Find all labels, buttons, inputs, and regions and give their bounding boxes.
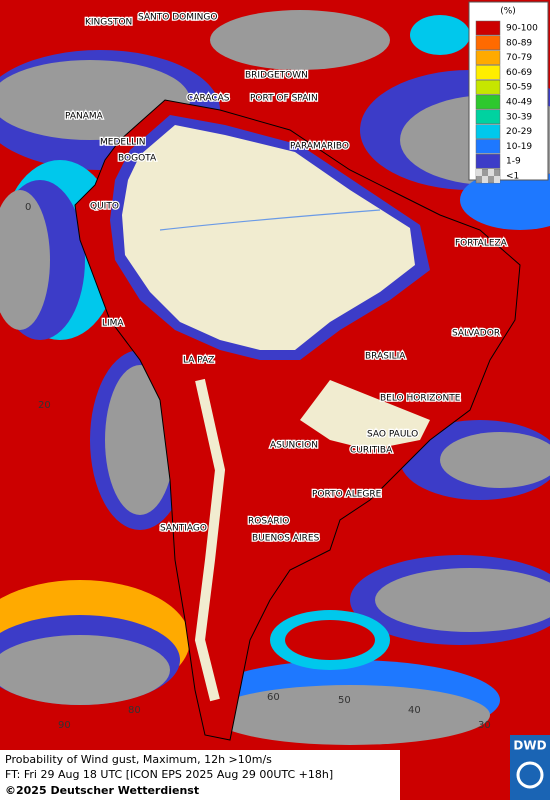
city-label: BELO HORIZONTE — [380, 394, 461, 404]
legend-unit: (%) — [500, 7, 516, 17]
city-label: BUENOS AIRES — [252, 534, 320, 544]
grid-label: 20 — [38, 400, 51, 411]
city-label: FORTALEZA — [455, 239, 508, 249]
legend-swatch — [475, 124, 501, 139]
continent — [74, 99, 521, 741]
footer-box — [0, 750, 400, 800]
legend-swatch-check — [476, 169, 482, 176]
logo-text: DWD — [513, 739, 546, 753]
city-label: BOGOTA — [118, 154, 157, 164]
city-label: KINGSTON — [85, 18, 132, 28]
legend-swatch — [475, 65, 501, 80]
legend-swatch — [475, 20, 501, 36]
legend-label: 70-79 — [506, 53, 532, 63]
city-label: PORTO ALEGRE — [312, 490, 382, 500]
legend-swatch-check — [482, 176, 488, 183]
footer-product: Probability of Wind gust, Maximum, 12h >… — [5, 753, 272, 766]
city-label: SALVADOR — [452, 329, 500, 339]
legend-swatch — [475, 50, 501, 65]
footer-copyright: ©2025 Deutscher Wetterdienst — [5, 784, 199, 797]
city-label: PARAMARIBO — [290, 142, 349, 152]
grid-label: 90 — [58, 720, 71, 731]
city-label: BRIDGETOWN — [245, 71, 308, 81]
footer-forecast: FT: Fri 29 Aug 18 UTC [ICON EPS 2025 Aug… — [5, 768, 333, 781]
legend-label: 10-19 — [506, 142, 532, 152]
legend: (%) 90-100 80-89 70-79 60-69 50-59 40-49 30-39… — [468, 1, 549, 184]
legend-label: 80-89 — [506, 38, 532, 48]
labels: KINGSTON SANTO DOMINGO BRIDGETOWN CARACA… — [25, 11, 509, 731]
legend-label: 50-59 — [506, 83, 532, 93]
city-label: ASUNCION — [270, 441, 318, 451]
legend-label: 90-100 — [506, 24, 538, 34]
legend-swatch-check — [494, 176, 500, 183]
legend-swatch — [475, 109, 501, 125]
city-label: LIMA — [102, 319, 124, 329]
logo-box — [510, 735, 550, 800]
city-label: CARACAS — [187, 94, 230, 104]
legend-swatch — [475, 94, 501, 110]
city-label: SANTO DOMINGO — [138, 13, 217, 23]
legend-label: <1 — [506, 172, 519, 182]
city-label: PORT OF SPAIN — [250, 94, 318, 104]
city-label: ROSARIO — [248, 517, 289, 527]
legend-label: 1-9 — [506, 157, 521, 167]
grid-label: 80 — [128, 705, 141, 716]
legend-swatch — [475, 35, 501, 51]
grid-label: 50 — [338, 695, 351, 706]
legend-swatch-check — [488, 169, 494, 176]
legend-swatch — [475, 139, 501, 154]
grid-label: 40 — [408, 705, 421, 716]
city-label: PANAMA — [65, 112, 104, 122]
legend-label: 60-69 — [506, 68, 532, 78]
city-label: QUITO — [90, 202, 119, 212]
grid-label: 30 — [478, 720, 491, 731]
city-label: BRASILIA — [365, 352, 406, 362]
city-label: SAO PAULO — [367, 430, 418, 440]
logo-icon — [516, 761, 544, 789]
legend-label: 20-29 — [506, 127, 532, 137]
grid-label: 60 — [267, 692, 280, 703]
legend-label: 30-39 — [506, 112, 532, 122]
legend-swatch — [475, 79, 501, 95]
grid-label: 0 — [25, 202, 31, 213]
city-label: LA PAZ — [183, 356, 214, 366]
city-label: SANTIAGO — [160, 524, 207, 534]
legend-label: 40-49 — [506, 98, 532, 108]
legend-swatch — [475, 153, 501, 169]
city-label: MEDELLIN — [100, 138, 145, 148]
city-label: CURITIBA — [350, 446, 393, 456]
